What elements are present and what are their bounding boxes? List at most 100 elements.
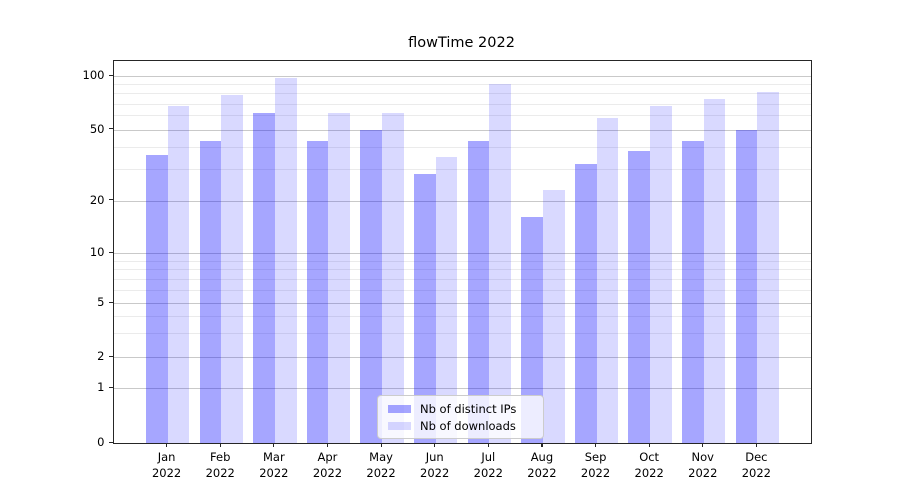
y-tick-mark [108, 386, 113, 388]
y-tick-label: 10 [89, 245, 105, 259]
gridline-minor [114, 269, 811, 271]
bar-distinct-ips-aug [521, 217, 543, 443]
x-tick-label: Feb 2022 [190, 450, 250, 481]
y-tick-mark [108, 74, 113, 76]
x-tick-mark [326, 443, 329, 447]
gridline-minor [114, 278, 811, 280]
y-tick-label: 20 [89, 192, 105, 207]
bar-downloads-feb [221, 95, 243, 443]
x-tick-label: Jul 2022 [458, 450, 518, 481]
x-tick-label-year: 2022 [366, 465, 396, 480]
bar-downloads-aug [542, 189, 565, 443]
bar-distinct-ips-feb [199, 141, 222, 443]
x-tick-label-year: 2022 [634, 465, 664, 480]
bar-distinct-ips-dec [735, 129, 758, 443]
y-tick-mark [108, 441, 113, 443]
bar-downloads-dec [757, 92, 780, 443]
x-tick-mark [219, 443, 221, 447]
x-tick-mark [702, 443, 704, 447]
legend-entry: Nb of downloads [378, 419, 543, 433]
bar-downloads-mar [274, 78, 297, 443]
x-tick-label: Dec 2022 [726, 450, 786, 481]
gridline-minor [114, 93, 811, 95]
gridline-major [114, 200, 811, 202]
gridline-minor [114, 169, 811, 171]
bar-downloads-apr [328, 112, 351, 443]
y-tick-label: 5 [97, 295, 105, 309]
y-tick-mark [108, 355, 113, 357]
x-tick-mark [595, 443, 597, 447]
bar-downloads-jun [435, 157, 458, 443]
y-tick-label: 2 [97, 349, 105, 363]
x-tick-mark [166, 443, 168, 447]
x-tick-label-year: 2022 [420, 465, 450, 480]
gridline-minor [114, 316, 811, 318]
y-tick-label: 0 [97, 435, 105, 449]
bar-downloads-may [382, 112, 404, 443]
bar-distinct-ips-apr [306, 141, 329, 443]
bar-downloads-nov [703, 99, 726, 443]
x-tick-label: Jun 2022 [405, 450, 465, 481]
x-tick-label: Nov 2022 [673, 450, 733, 481]
gridline-major [114, 357, 811, 358]
y-tick-label: 1 [97, 380, 105, 394]
gridline-minor [114, 84, 811, 86]
bar-distinct-ips-nov [682, 141, 704, 443]
plot-area: Nb of distinct IPs Nb of downloads [113, 60, 812, 444]
x-tick-label-year: 2022 [473, 465, 503, 480]
x-tick-label-year: 2022 [688, 465, 718, 480]
gridline-minor [114, 289, 811, 291]
legend-label: Nb of downloads [420, 418, 516, 433]
legend-swatch-icon [388, 421, 411, 430]
x-tick-mark [755, 443, 757, 447]
gridline-major [114, 129, 811, 131]
x-tick-label-year: 2022 [741, 465, 772, 480]
bar-distinct-ips-oct [628, 150, 651, 443]
x-tick-mark [434, 443, 436, 447]
gridline-major [114, 303, 811, 304]
legend-entry: Nb of distinct IPs [378, 402, 543, 416]
x-tick-label: Mar 2022 [244, 450, 304, 481]
legend-label: Nb of distinct IPs [420, 401, 517, 416]
gridline-major [114, 388, 811, 389]
x-tick-label: Jan 2022 [137, 450, 197, 481]
bar-distinct-ips-jan [145, 154, 168, 443]
x-tick-label-year: 2022 [151, 465, 182, 480]
bar-downloads-jan [167, 105, 190, 443]
y-tick-mark [108, 128, 113, 130]
x-tick-label: Apr 2022 [297, 450, 357, 481]
x-tick-label-year: 2022 [580, 465, 611, 480]
y-tick-mark [108, 251, 113, 253]
gridline-major [114, 76, 811, 77]
bar-downloads-jul [489, 84, 511, 443]
bar-distinct-ips-jul [467, 141, 490, 443]
x-tick-label-year: 2022 [527, 465, 557, 480]
x-tick-mark [273, 443, 275, 447]
legend-swatch-icon [388, 404, 411, 413]
x-tick-label-year: 2022 [205, 465, 235, 480]
gridline-minor [114, 103, 811, 105]
bar-downloads-oct [650, 105, 672, 443]
x-tick-mark [380, 443, 382, 447]
bar-downloads-sep [596, 118, 619, 443]
y-tick-mark [108, 199, 113, 201]
gridline-minor [114, 115, 811, 117]
x-tick-mark [487, 443, 489, 447]
bar-distinct-ips-may [360, 129, 383, 443]
gridline-major [114, 253, 811, 254]
x-tick-mark [541, 443, 543, 447]
gridline-minor [114, 260, 811, 262]
y-tick-mark [108, 301, 113, 303]
bar-distinct-ips-jun [413, 174, 436, 443]
x-tick-label: Oct 2022 [619, 450, 679, 481]
chart-title: flowTime 2022 [408, 35, 515, 51]
x-tick-label-year: 2022 [259, 465, 289, 480]
x-tick-label: May 2022 [351, 450, 411, 481]
bar-distinct-ips-sep [574, 164, 597, 443]
x-tick-label: Sep 2022 [566, 450, 626, 481]
bar-distinct-ips-mar [253, 112, 275, 443]
legend: Nb of distinct IPs Nb of downloads [377, 395, 544, 439]
x-tick-label-year: 2022 [312, 465, 343, 480]
gridline-minor [114, 146, 811, 148]
